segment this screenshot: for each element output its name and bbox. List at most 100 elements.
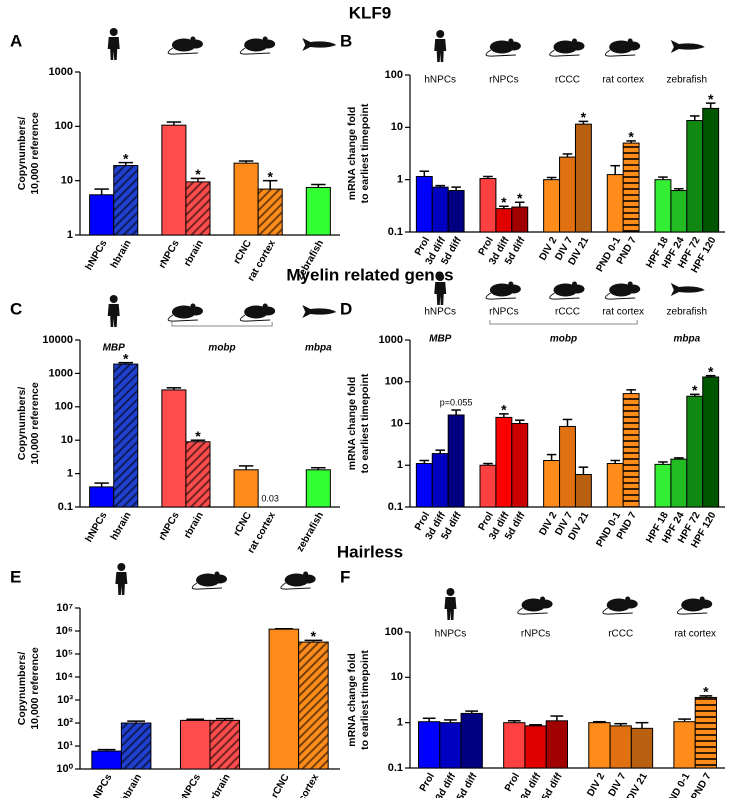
y-axis-label: Copynumbers/ — [16, 117, 28, 191]
y-axis-label: to earliest timepoint — [359, 650, 371, 750]
y-axis-label: 10,000 reference — [29, 382, 41, 464]
significance-star: * — [195, 166, 201, 182]
y-axis-label: to earliest timepoint — [359, 373, 371, 473]
human-icon — [444, 597, 457, 620]
y-tick-label: 10⁷ — [56, 602, 73, 614]
bar — [654, 179, 672, 233]
gene-label: MBP — [429, 334, 452, 345]
x-tick-label: hNPCs — [84, 510, 110, 544]
group-label: rCCC — [555, 307, 580, 318]
x-tick-label: rbrain — [209, 772, 233, 798]
significance-star: * — [517, 190, 523, 206]
bar — [588, 722, 611, 769]
fish-icon — [670, 40, 705, 53]
significance-star: * — [581, 109, 587, 125]
rat-icon — [214, 571, 220, 577]
rat-icon — [549, 292, 580, 300]
y-tick-label: 1000 — [379, 334, 403, 346]
rat-icon — [508, 38, 514, 44]
human-icon — [446, 588, 455, 596]
rat-icon — [604, 49, 636, 57]
human-icon — [434, 282, 447, 305]
rat-icon — [626, 284, 641, 294]
bar — [268, 628, 300, 770]
human-icon — [434, 39, 447, 62]
rat-icon — [213, 574, 227, 584]
rat-icon — [506, 284, 521, 294]
rat-icon — [188, 39, 203, 49]
rat-icon — [508, 281, 514, 287]
human-icon — [115, 572, 128, 595]
bar — [91, 750, 122, 770]
rat-icon — [604, 292, 636, 300]
bar — [559, 156, 576, 233]
y-tick-label: 10 — [61, 175, 73, 187]
bar — [479, 464, 497, 508]
x-tick-label: PND 7 — [689, 771, 713, 798]
bar — [418, 721, 441, 769]
p-value: p=0.055 — [440, 397, 473, 407]
rat-icon — [602, 607, 633, 615]
y-tick-label: 100 — [55, 401, 73, 413]
gene-label: mbpa — [673, 334, 700, 345]
x-tick-label: rNPCs — [157, 510, 182, 542]
rat-icon — [262, 303, 268, 309]
x-tick-label: Prol — [503, 771, 522, 794]
bar — [233, 162, 259, 236]
group-label: rat cortex — [602, 75, 644, 86]
group-label: rCCC — [555, 75, 580, 86]
significance-star: * — [267, 168, 273, 184]
gene-bracket — [489, 320, 638, 325]
rat-icon — [698, 599, 713, 609]
y-axis-label: 10,000 reference — [29, 112, 41, 194]
x-tick-label: PND 0-1 — [664, 771, 693, 798]
y-tick-label: 0.1 — [388, 501, 403, 513]
panel-label: D — [340, 299, 352, 318]
x-tick-label: rNPCs — [157, 238, 182, 270]
bar — [415, 463, 433, 508]
x-tick-label: DIV 21 — [625, 771, 650, 798]
x-tick-label: 3d diff — [434, 771, 459, 798]
bar — [233, 469, 259, 508]
bar — [89, 486, 115, 508]
rat-icon — [190, 36, 196, 42]
bar — [545, 720, 568, 769]
rat-icon — [570, 41, 585, 51]
bar — [670, 458, 688, 508]
bar — [543, 179, 561, 233]
section-title: Myelin related genes — [286, 265, 453, 284]
human-icon — [107, 304, 120, 327]
rat-icon — [517, 607, 548, 615]
bar — [120, 722, 152, 770]
rat-icon — [540, 596, 546, 602]
x-tick-label: zebrafish — [295, 510, 326, 554]
rat-icon — [506, 41, 521, 51]
panel-label: C — [10, 299, 22, 318]
significance-star: * — [628, 129, 634, 145]
rat-icon — [191, 582, 223, 590]
bar — [686, 120, 704, 233]
rat-icon — [239, 314, 271, 322]
rat-icon — [627, 281, 633, 287]
y-tick-label: 1 — [397, 717, 403, 729]
rat-icon — [538, 599, 553, 609]
y-tick-label: 10² — [57, 717, 73, 729]
x-tick-label: hbrain — [109, 238, 134, 270]
panel-label: B — [340, 31, 352, 50]
x-tick-label: rCNC — [232, 238, 254, 266]
bar — [606, 174, 624, 233]
gene-label: MBP — [103, 343, 126, 354]
group-label: zebrafish — [667, 307, 708, 318]
group-label: hNPCs — [424, 75, 456, 86]
bar — [622, 393, 640, 508]
bar — [185, 441, 211, 508]
rat-icon — [485, 49, 516, 57]
fish-icon — [670, 283, 705, 296]
x-tick-label: DIV 2 — [585, 771, 607, 798]
human-icon — [436, 30, 445, 38]
bar — [495, 416, 513, 508]
bar — [257, 188, 283, 236]
bar — [606, 463, 624, 508]
y-axis-label: Copynumbers/ — [16, 387, 28, 461]
